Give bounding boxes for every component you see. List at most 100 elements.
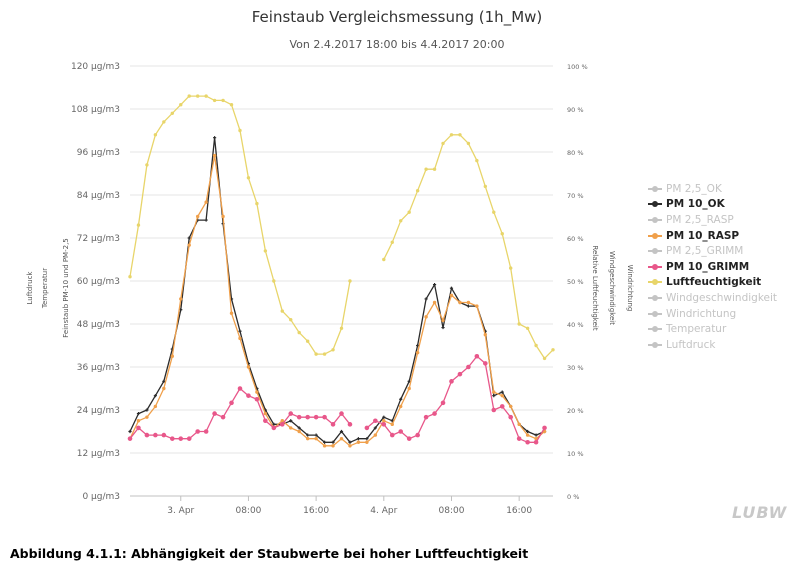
legend-label: PM 10_RASP xyxy=(666,229,740,242)
legend-label: Luftfeuchtigkeit xyxy=(666,276,762,289)
right-tick-label: 60 % xyxy=(567,235,584,243)
x-tick-label: 3. Apr xyxy=(167,506,194,516)
data-point xyxy=(525,433,530,437)
legend-item[interactable]: PM 10_GRIMM xyxy=(648,259,777,275)
data-point xyxy=(475,158,479,163)
data-point xyxy=(382,419,386,423)
data-point xyxy=(348,444,352,448)
right-tick-label: 50 % xyxy=(567,278,584,286)
legend-symbol-icon xyxy=(648,277,662,287)
data-point xyxy=(322,444,327,448)
data-point xyxy=(415,189,420,193)
right-tick-label: 0 % xyxy=(567,493,579,501)
data-point xyxy=(289,426,293,430)
data-point xyxy=(254,396,260,402)
right-tick-label: 40 % xyxy=(567,321,584,329)
data-point xyxy=(212,98,217,103)
data-point xyxy=(542,425,547,431)
data-point xyxy=(466,364,471,370)
legend-item[interactable]: PM 2,5_OK xyxy=(648,181,777,197)
data-point xyxy=(128,275,132,279)
data-point xyxy=(348,279,352,283)
data-point xyxy=(526,429,530,434)
axis-title: Relative Luftfeuchtigkeit xyxy=(591,245,599,330)
axis-title: Temperatur xyxy=(41,268,49,309)
data-point xyxy=(483,361,488,366)
data-point xyxy=(238,128,242,133)
data-point xyxy=(356,437,361,441)
data-point xyxy=(238,329,242,333)
left-tick-label: 12 µg/m3 xyxy=(77,449,120,459)
legend-item[interactable]: PM 10_OK xyxy=(648,197,777,213)
data-point xyxy=(399,219,403,223)
data-point xyxy=(500,390,504,394)
data-point xyxy=(364,425,370,431)
data-point xyxy=(381,422,387,427)
data-point xyxy=(314,433,318,437)
data-point xyxy=(339,429,344,434)
data-point xyxy=(255,390,259,394)
data-point xyxy=(492,394,496,398)
data-point xyxy=(272,422,276,426)
data-point xyxy=(161,432,167,438)
legend-symbol-icon xyxy=(648,293,662,303)
x-tick-label: 16:00 xyxy=(303,506,329,516)
data-point xyxy=(272,279,276,283)
legend-label: PM 2,5_GRIMM xyxy=(666,245,744,258)
data-point xyxy=(483,184,488,189)
left-tick-label: 120 µg/m3 xyxy=(71,62,120,72)
legend-item[interactable]: Temperatur xyxy=(648,321,777,337)
data-point xyxy=(187,94,191,98)
series-line-0 xyxy=(129,137,545,443)
data-point xyxy=(424,297,428,301)
right-tick-label: 80 % xyxy=(567,149,584,157)
data-point xyxy=(474,353,480,359)
data-point xyxy=(297,426,301,430)
legend-item[interactable]: PM 2,5_RASP xyxy=(648,212,777,228)
legend-item[interactable]: Luftdruck xyxy=(648,337,777,353)
legend-item[interactable]: PM 10_RASP xyxy=(648,228,777,244)
data-point xyxy=(491,407,497,413)
series-line-3 xyxy=(129,95,554,360)
data-point xyxy=(399,397,403,401)
data-point xyxy=(508,414,513,420)
data-point xyxy=(449,379,454,384)
data-point xyxy=(407,386,411,391)
legend-label: Temperatur xyxy=(666,323,727,336)
data-point xyxy=(534,436,538,441)
data-point xyxy=(466,300,471,305)
data-point xyxy=(533,439,539,445)
data-point xyxy=(365,437,369,441)
data-point xyxy=(289,318,293,322)
data-point xyxy=(399,404,403,409)
legend-item[interactable]: Luftfeuchtigkeit xyxy=(648,275,777,291)
data-point xyxy=(204,94,208,98)
data-point xyxy=(424,167,428,171)
legend-item[interactable]: PM 2,5_GRIMM xyxy=(648,243,777,259)
data-point xyxy=(322,352,327,356)
data-point xyxy=(221,98,225,103)
data-point xyxy=(128,429,132,434)
legend-item[interactable]: Windgeschwindigkeit xyxy=(648,290,777,306)
left-tick-label: 36 µg/m3 xyxy=(77,363,120,373)
left-tick-label: 60 µg/m3 xyxy=(77,277,120,287)
legend-label: PM 10_OK xyxy=(666,198,725,211)
data-point xyxy=(127,436,133,441)
x-tick-label: 16:00 xyxy=(506,506,532,516)
data-point xyxy=(178,436,184,441)
right-tick-label: 90 % xyxy=(567,106,584,114)
data-point xyxy=(195,94,200,98)
data-point xyxy=(322,414,327,420)
data-point xyxy=(441,318,445,323)
data-point xyxy=(263,411,268,416)
data-point xyxy=(288,411,294,416)
data-point xyxy=(415,350,420,355)
legend-item[interactable]: Windrichtung xyxy=(648,306,777,322)
data-point xyxy=(187,243,191,247)
legend-label: Luftdruck xyxy=(666,338,716,351)
data-point xyxy=(153,133,158,137)
legend-symbol-icon xyxy=(648,246,662,256)
chart-title: Feinstaub Vergleichsmessung (1h_Mw) xyxy=(251,8,543,26)
data-point xyxy=(449,286,454,290)
data-point xyxy=(415,432,420,438)
